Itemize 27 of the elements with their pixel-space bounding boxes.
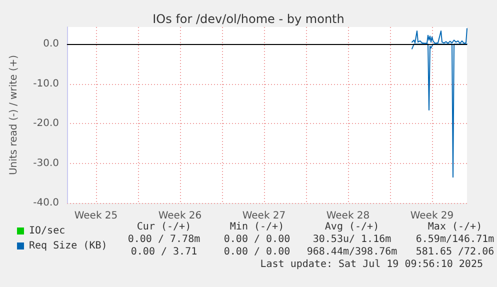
text: Avg (-/+)	[324, 222, 380, 232]
text: 0.00 / 7.78m	[128, 234, 200, 245]
text: Min (-/+)	[230, 222, 284, 232]
y-tick-label: -40.0	[33, 198, 59, 208]
x-tick-label: Week 27	[242, 210, 286, 222]
y-tick-label: -10.0	[33, 78, 59, 90]
legend-label: Req Size (KB)	[29, 240, 108, 252]
text: 6.59m/146.71m	[416, 234, 494, 245]
y-tick-label: -20.0	[33, 118, 59, 130]
text: Cur (-/+)	[136, 222, 192, 232]
text: Max (-/+)	[428, 222, 482, 232]
x-tick-label: Week 25	[74, 210, 118, 222]
y-axis-title: Units read (-) / write (+)	[8, 54, 20, 176]
text: 0.00 / 0.00	[224, 246, 290, 258]
y-tick-label: 0.0	[43, 38, 59, 50]
text: 0.00 / 0.00	[224, 234, 290, 245]
text: 30.53u/ 1.16m	[312, 234, 392, 245]
text: 0.00 / 3.71	[130, 246, 198, 258]
y-tick-label: -30.0	[33, 158, 59, 169]
legend-label: IO/sec	[29, 226, 66, 236]
text: 968.44m/398.76m	[306, 246, 398, 258]
x-tick-label: Week 29	[410, 210, 454, 222]
chart-title: IOs for /dev/ol/home - by month	[152, 12, 344, 26]
text: 581.65 /72.06	[416, 246, 494, 258]
x-tick-label: Week 26	[158, 210, 202, 222]
text: Last update: Sat Jul 19 09:56:10 2025	[260, 259, 483, 270]
x-tick-label: Week 28	[326, 210, 370, 222]
